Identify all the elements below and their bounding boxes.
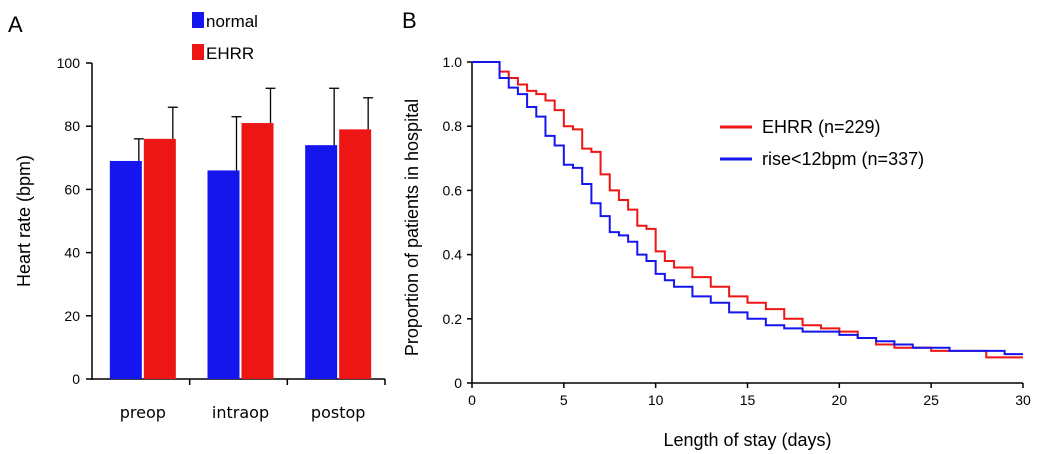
legend-label-rise-lt-12bpm: rise<12bpm (n=337) bbox=[762, 149, 924, 169]
bar-normal-postop bbox=[305, 145, 338, 379]
legend-label-ehrr: EHRR (n=229) bbox=[762, 117, 881, 137]
x-tick-label: 5 bbox=[560, 392, 568, 408]
bar-ehrr-intraop bbox=[241, 123, 274, 379]
x-tick-label: 0 bbox=[468, 392, 476, 408]
y-tick-label: 1.0 bbox=[443, 54, 463, 70]
panel-b-letter: B bbox=[402, 8, 417, 33]
x-tick-label: 25 bbox=[923, 392, 939, 408]
legend-swatch-ehrr bbox=[192, 44, 204, 60]
x-category-label: postop bbox=[311, 403, 366, 422]
bar-normal-intraop bbox=[207, 170, 240, 379]
x-category-label: intraop bbox=[212, 403, 269, 422]
y-tick-label: 0.4 bbox=[443, 247, 463, 263]
panel-a-bar-chart: 0 20 40 60 80 100 Heart rate (bpm) preop intraop… bbox=[14, 12, 386, 422]
x-tick-label: 30 bbox=[1015, 392, 1031, 408]
y-axis-title: Proportion of patients in hospital bbox=[402, 99, 422, 356]
y-tick-label: 0.2 bbox=[443, 311, 463, 327]
y-tick-label: 20 bbox=[64, 308, 80, 324]
y-tick-label: 40 bbox=[64, 245, 80, 261]
y-tick-label: 0 bbox=[72, 371, 80, 387]
y-tick-label: 0.8 bbox=[443, 118, 463, 134]
panel-a-letter: A bbox=[8, 12, 23, 37]
x-tick-label: 15 bbox=[740, 392, 756, 408]
y-tick-label: 0 bbox=[454, 375, 462, 391]
x-axis-title: Length of stay (days) bbox=[663, 430, 831, 450]
y-tick-label: 100 bbox=[57, 55, 81, 71]
x-category-label: preop bbox=[120, 403, 166, 422]
legend-label-normal: normal bbox=[206, 12, 258, 31]
x-tick-label: 10 bbox=[648, 392, 664, 408]
y-axis-title: Heart rate (bpm) bbox=[14, 155, 34, 287]
bar-normal-preop bbox=[109, 160, 142, 379]
y-tick-label: 0.6 bbox=[443, 182, 463, 198]
legend-label-ehrr: EHRR bbox=[206, 44, 254, 63]
y-tick-label: 60 bbox=[64, 181, 80, 197]
series-line-rise-lt-12bpm bbox=[472, 61, 1023, 356]
legend-swatch-normal bbox=[192, 12, 204, 28]
bar-ehrr-preop bbox=[143, 138, 176, 379]
bar-ehrr-postop bbox=[339, 129, 372, 379]
y-tick-label: 80 bbox=[64, 118, 80, 134]
panel-b-step-chart: 0 0.2 0.4 0.6 0.8 1.0 0 5 10 15 20 25 30 Proportion o… bbox=[402, 54, 1031, 450]
x-tick-label: 20 bbox=[832, 392, 848, 408]
